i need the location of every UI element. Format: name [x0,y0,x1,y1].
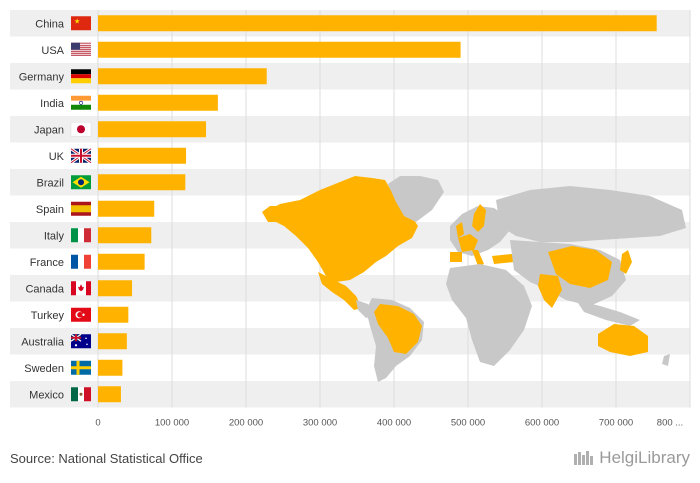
map-australia [598,324,648,356]
bar-italy [98,227,152,244]
category-label: Germany [19,71,65,83]
x-tick-label: 700 000 [599,418,633,429]
map-japan [620,250,632,274]
bar-uk [98,147,187,164]
category-label: Japan [34,124,64,136]
bar-japan [98,121,207,138]
map-se-asia [576,300,640,326]
bars [98,15,657,403]
x-tick-label: 0 [95,418,100,429]
bar-india [98,94,218,111]
spain-flag-icon [71,201,91,216]
x-tick-label: 100 000 [155,418,189,429]
mexico-flag-icon [71,387,91,402]
bar-turkey [98,306,129,323]
map-uk [456,222,464,238]
japan-flag-icon [70,122,92,137]
category-label: UK [49,151,65,163]
map-china [548,246,612,288]
map-spain [450,252,462,262]
category-label: Australia [21,336,65,348]
brand-logo: HelgiLibrary [573,448,690,468]
france-flag-icon [71,254,91,269]
usa-flag-icon [71,42,91,56]
x-tick-label: 400 000 [377,418,411,429]
australia-flag-icon [70,333,91,349]
svg-text:★: ★ [74,17,80,25]
flags: ★ [70,16,92,402]
map-france-germany [458,234,478,252]
map-india [538,274,562,308]
x-tick-label: 300 000 [303,418,337,429]
uk-flag-icon [70,147,92,164]
category-label: India [40,98,65,110]
bar-spain [98,200,155,217]
category-labels: China USA Germany India Japan UK Brazil Spain It… [19,18,65,401]
category-label: USA [41,45,64,57]
turkey-flag-icon [71,307,91,322]
italy-flag-icon [71,228,91,243]
map-africa [446,264,532,366]
brazil-flag-icon [71,175,91,190]
map-greenland [388,176,444,222]
world-map [262,176,686,382]
category-label: Italy [44,230,65,242]
germany-flag-icon [71,69,91,84]
india-flag-icon [71,95,91,110]
sweden-flag-icon [71,360,91,375]
x-tick-label: 500 000 [451,418,485,429]
map-turkey [492,254,514,264]
bar-usa [98,41,461,58]
category-label: Sweden [24,363,64,375]
x-tick-label: 600 000 [525,418,559,429]
bar-mexico [98,386,121,403]
bar-sweden [98,359,123,376]
map-mexico [318,272,362,310]
x-tick-label: 200 000 [229,418,263,429]
x-axis-ticks: 0 100 000 200 000 300 000 400 000 500 000 600 … [95,418,683,429]
map-north-america [265,176,418,282]
map-italy [472,250,484,266]
bar-france [98,253,145,270]
map-russia [496,186,686,242]
map-brazil [374,304,422,354]
map-scandinavia [472,204,486,232]
source-note: Source: National Statistical Office [10,451,203,466]
bar-canada [98,280,133,297]
category-label: China [35,18,65,30]
map-alaska [262,206,288,222]
row-band [10,381,690,408]
x-tick-label: 800 ... [657,418,683,429]
bar-chart: China USA Germany India Japan UK Brazil Spain It… [10,10,691,429]
bar-china [98,15,657,32]
bar-australia [98,333,127,350]
china-flag-icon: ★ [71,16,91,31]
category-label: Spain [36,204,64,216]
bar-germany [98,68,267,85]
category-label: Turkey [31,310,65,322]
category-label: Brazil [36,177,64,189]
map-nz [662,354,670,366]
canada-flag-icon [71,281,91,296]
category-label: Mexico [29,389,64,401]
category-label: Canada [25,283,64,295]
category-label: France [30,257,64,269]
library-icon [574,451,594,465]
bar-brazil [98,174,186,191]
brand-name: HelgiLibrary [599,448,690,467]
